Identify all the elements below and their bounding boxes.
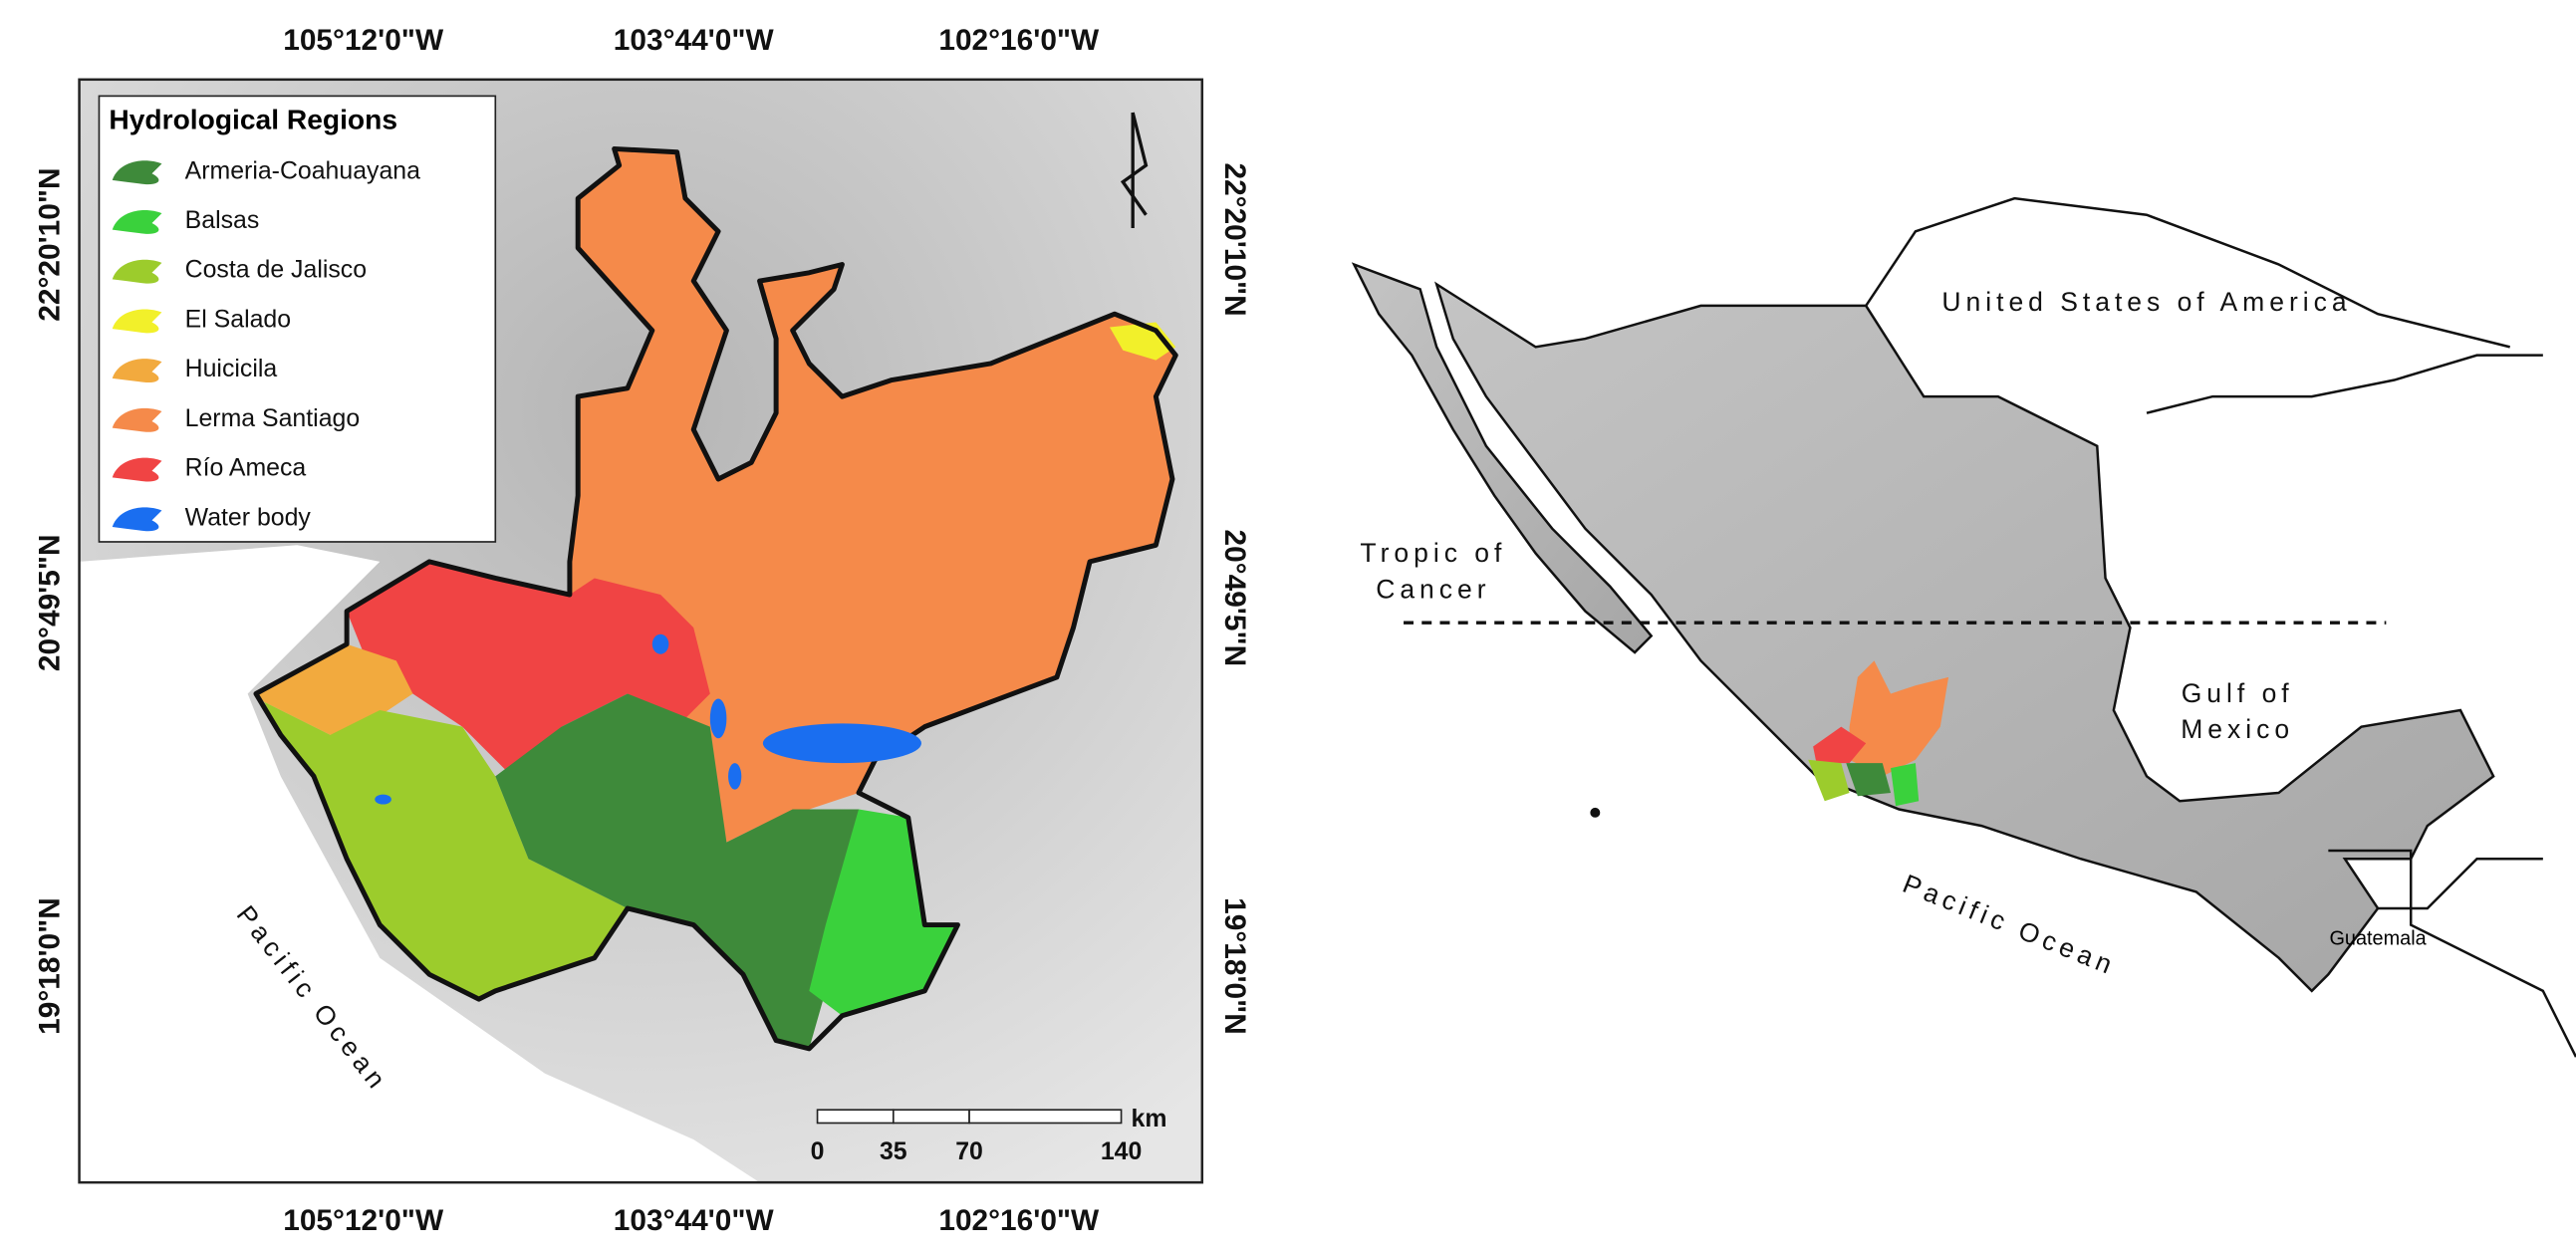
- inset-region: [1813, 726, 1867, 764]
- ocean: [79, 545, 760, 1183]
- legend-swatch: [112, 507, 162, 532]
- water-bodies: [375, 633, 921, 805]
- legend-swatch: [112, 160, 162, 185]
- lat-label: 20°49'5"N: [1218, 530, 1251, 667]
- inset-region: [1891, 763, 1920, 807]
- island: [1590, 807, 1601, 818]
- tropic-label: Tropic of: [1360, 538, 1506, 568]
- lat-label: 19°18'0"N: [34, 897, 67, 1035]
- region-costa-de-jalisco: [264, 701, 628, 1000]
- legend-swatch: [112, 309, 162, 334]
- legend-swatch: [112, 259, 162, 284]
- lon-label: 103°44'0"W: [614, 24, 775, 57]
- legend-label: Balsas: [185, 206, 260, 234]
- region-balsas: [809, 809, 958, 1016]
- legend-swatch: [112, 407, 162, 432]
- legend-label: El Salado: [185, 305, 291, 333]
- us-border: [1865, 196, 2510, 349]
- map-frame: [78, 78, 1204, 1184]
- water-body: [709, 698, 727, 739]
- lon-label: 105°12'0"W: [283, 1204, 444, 1237]
- left-map: Hydrological Regions Armeria-Coahuayana B…: [34, 24, 1251, 1237]
- lat-label: 22°20'10"N: [34, 167, 67, 321]
- inset-region: [1849, 660, 1949, 777]
- region-rio-ameca: [347, 561, 710, 777]
- water-body: [375, 794, 391, 805]
- legend-box: [98, 95, 497, 543]
- north-arrow: [1120, 112, 1149, 229]
- inset-region: [1846, 763, 1892, 797]
- lat-label: 19°18'0"N: [1218, 897, 1251, 1035]
- state-outline: [253, 145, 1178, 1052]
- legend-label: Armeria-Coahuayana: [185, 156, 420, 184]
- legend-label: Water body: [185, 503, 312, 531]
- legend-label: Costa de Jalisco: [185, 256, 367, 284]
- region-huicicila: [255, 643, 413, 735]
- lat-label: 22°20'10"N: [1218, 162, 1251, 316]
- country-label: United States of America: [1941, 287, 2351, 317]
- legend-swatch: [112, 209, 162, 234]
- legend-label: Río Ameca: [185, 454, 307, 482]
- legend-swatch: [112, 457, 162, 482]
- lat-label: 20°49'5"N: [34, 534, 67, 671]
- us-coast: [2146, 354, 2543, 414]
- scale-bar: km 0 35 70 140: [811, 1105, 1167, 1165]
- lon-label: 102°16'0"W: [938, 1204, 1100, 1237]
- gulf-label: Mexico: [2181, 714, 2294, 744]
- baja-california: [1351, 262, 1654, 654]
- legend-title: Hydrological Regions: [109, 104, 397, 135]
- jalisco-inset: [1808, 660, 1949, 807]
- water-body: [762, 723, 921, 764]
- scale-unit: km: [1132, 1105, 1167, 1132]
- water-body: [651, 633, 669, 654]
- lon-label: 102°16'0"W: [938, 24, 1100, 57]
- inset-region: [1808, 759, 1850, 802]
- scale-tick: 0: [811, 1137, 825, 1165]
- gulf-label: Gulf of: [2182, 678, 2294, 708]
- central-america: [2378, 858, 2543, 910]
- scale-tick: 140: [1101, 1137, 1142, 1165]
- lon-label: 103°44'0"W: [614, 1204, 775, 1237]
- mexico-mainland: [1434, 281, 2495, 993]
- legend-label: Lerma Santiago: [185, 404, 361, 432]
- guatemala-label: Guatemala: [2329, 927, 2427, 949]
- legend: Hydrological Regions Armeria-Coahuayana B…: [98, 95, 497, 543]
- scale-tick: 70: [955, 1137, 983, 1165]
- legend-items: Armeria-Coahuayana Balsas Costa de Jalisco…: [112, 156, 420, 532]
- region-armeria-coahuayana: [495, 693, 859, 1049]
- lon-label: 105°12'0"W: [283, 24, 444, 57]
- coordinate-labels: 105°12'0"W 103°44'0"W 102°16'0"W 105°12'…: [34, 24, 1251, 1237]
- scale-tick: 35: [880, 1137, 907, 1165]
- right-map: United States of America Tropic of Cance…: [1351, 196, 2576, 1058]
- region-lerma-santiago: [569, 148, 1176, 843]
- regions: [253, 145, 1178, 1052]
- ocean-label: Pacific Ocean: [1899, 869, 2121, 981]
- water-body: [728, 763, 742, 790]
- central-america: [2328, 849, 2576, 1058]
- legend-label: Huicicila: [185, 355, 278, 382]
- legend-swatch: [112, 359, 162, 383]
- tropic-label: Cancer: [1376, 574, 1490, 604]
